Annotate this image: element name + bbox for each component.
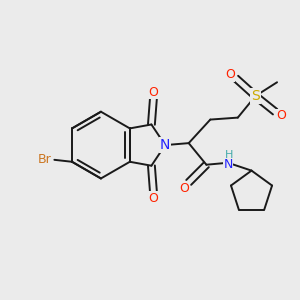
Text: O: O xyxy=(179,182,189,195)
Text: Br: Br xyxy=(38,153,51,166)
Text: O: O xyxy=(276,109,286,122)
Text: O: O xyxy=(148,85,158,99)
Text: O: O xyxy=(225,68,235,81)
Text: N: N xyxy=(160,138,170,152)
Text: O: O xyxy=(148,192,158,205)
Text: N: N xyxy=(223,158,233,171)
Text: H: H xyxy=(225,150,233,160)
Text: S: S xyxy=(251,89,260,103)
